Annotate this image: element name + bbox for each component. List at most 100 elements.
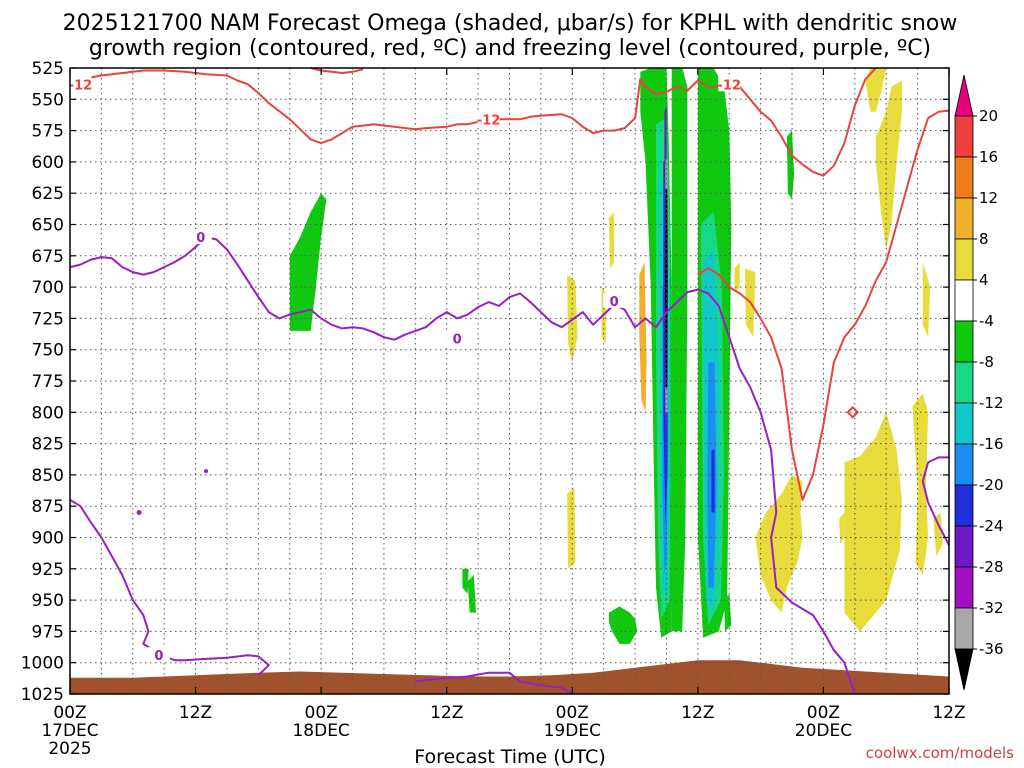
colorbar-swatch-4 bbox=[954, 238, 974, 281]
omega-shade-p4-23 bbox=[865, 68, 887, 112]
colorbar-label-5: -4 bbox=[979, 312, 994, 330]
colorbar-swatch-8 bbox=[954, 402, 974, 445]
colorbar-swatch-13 bbox=[954, 607, 974, 650]
contour-label-bg-dgz_-12C_upper-2 bbox=[718, 76, 741, 92]
y-tick-label-800: 800 bbox=[32, 403, 64, 423]
x-tick-date-0: 17DEC bbox=[41, 721, 98, 741]
colorbar-label-2: 12 bbox=[979, 189, 998, 207]
colorbar-label-3: 8 bbox=[979, 230, 989, 248]
omega-shade-p4-25 bbox=[844, 412, 902, 632]
colorbar-label-9: -20 bbox=[979, 476, 1004, 494]
x-tick-time-60: 12Z bbox=[681, 703, 714, 723]
colorbar-swatch-1 bbox=[954, 115, 974, 158]
colorbar-swatch-5 bbox=[954, 279, 974, 322]
omega-shade-n4-30 bbox=[467, 575, 476, 613]
x-tick-date-72: 20DEC bbox=[795, 721, 852, 741]
x-tick-year-0: 2025 bbox=[48, 739, 91, 759]
colorbar-swatch-14 bbox=[954, 648, 974, 691]
contour-label-freezing_0C_lower_left-0: 0 bbox=[154, 649, 163, 664]
contour-freezing_0C_lower_left bbox=[69, 499, 270, 676]
y-tick-label-700: 700 bbox=[32, 278, 64, 298]
omega-shade-n20-11 bbox=[711, 449, 715, 513]
y-tick-label-925: 925 bbox=[32, 560, 64, 580]
y-tick-label-550: 550 bbox=[32, 90, 64, 110]
x-tick-date-48: 19DEC bbox=[544, 721, 601, 741]
y-tick-label-975: 975 bbox=[32, 622, 64, 642]
y-tick-label-900: 900 bbox=[32, 529, 64, 549]
y-axis: 525 550 575 600 625 650 675 700 725 750 775 800 825 8… bbox=[21, 59, 949, 705]
x-axis-label: Forecast Time (UTC) bbox=[414, 746, 605, 768]
colorbar-swatch-0 bbox=[954, 74, 974, 117]
contour-dgz_-12C_top_left_fragment bbox=[310, 67, 364, 74]
colorbar-swatch-6 bbox=[954, 320, 974, 363]
x-tick-time-12: 12Z bbox=[179, 703, 212, 723]
colorbar-label-13: -36 bbox=[979, 640, 1004, 658]
x-tick-time-36: 12Z bbox=[430, 703, 463, 723]
y-tick-label-850: 850 bbox=[32, 466, 64, 486]
colorbar-swatch-11 bbox=[954, 525, 974, 568]
omega-shade-p4-24 bbox=[922, 262, 931, 338]
colorbar-label-12: -32 bbox=[979, 599, 1004, 617]
contour-label-bg-dgz_-12C_upper-1 bbox=[477, 111, 500, 127]
colorbar: 20 16 12 8 4 -4 -8 -12 -16 -20 -24 -28 -32 -36 bbox=[954, 74, 1004, 691]
colorbar-label-1: 16 bbox=[979, 148, 998, 166]
contour-freezing_0C_upper bbox=[69, 236, 856, 695]
contour-dgz_-12C_upper bbox=[69, 67, 877, 177]
omega-shading-layer bbox=[289, 68, 943, 644]
y-tick-label-825: 825 bbox=[32, 435, 64, 455]
y-tick-label-675: 675 bbox=[32, 247, 64, 267]
omega-shade-n4-32 bbox=[608, 606, 638, 644]
x-tick-time-72: 00Z bbox=[807, 703, 840, 723]
colorbar-label-0: 20 bbox=[979, 107, 998, 125]
omega-shade-p4-20 bbox=[734, 262, 740, 294]
contour-freezing_0C_lower_mid bbox=[415, 671, 573, 695]
colorbar-label-7: -12 bbox=[979, 394, 1004, 412]
omega-shade-p4-27 bbox=[933, 512, 943, 557]
omega-shade-n4-33 bbox=[786, 130, 795, 200]
omega-shade-p8-13 bbox=[639, 262, 647, 413]
colorbar-swatch-3 bbox=[954, 197, 974, 240]
contour-label-bg-freezing_0C_upper-2 bbox=[603, 292, 626, 308]
omega-shade-p4-22 bbox=[875, 80, 902, 250]
contour-label-freezing_0C_upper-2: 0 bbox=[610, 295, 619, 310]
contour-label-freezing_0C_upper-0: 0 bbox=[196, 231, 205, 246]
colorbar-swatch-7 bbox=[954, 361, 974, 404]
y-tick-label-1025: 1025 bbox=[21, 685, 64, 705]
x-tick-date-24: 18DEC bbox=[292, 721, 349, 741]
omega-shade-n4-0 bbox=[289, 193, 327, 331]
contour-freezing-dot-b bbox=[136, 509, 142, 515]
y-tick-label-875: 875 bbox=[32, 497, 64, 517]
colorbar-label-10: -24 bbox=[979, 517, 1004, 535]
y-tick-label-600: 600 bbox=[32, 153, 64, 173]
contour-layer: -12 -12 -12 0 0 0 0 bbox=[69, 67, 950, 695]
omega-shade-n4-31 bbox=[462, 568, 469, 594]
chart-title-line1: 2025121700 NAM Forecast Omega (shaded, μ… bbox=[63, 11, 958, 36]
y-tick-label-525: 525 bbox=[32, 59, 64, 79]
colorbar-label-4: 4 bbox=[979, 271, 989, 289]
omega-shade-n4-34 bbox=[724, 593, 732, 632]
colorbar-swatch-9 bbox=[954, 443, 974, 486]
x-tick-time-48: 00Z bbox=[556, 703, 589, 723]
grid-layer bbox=[70, 68, 949, 694]
contour-label-bg-freezing_0C_upper-1 bbox=[446, 330, 469, 346]
contour-label-dgz_-12C_upper-0: -12 bbox=[69, 78, 93, 93]
contour-label-bg-dgz_-12C_upper-0 bbox=[69, 76, 92, 92]
contour-freezing-dot-a bbox=[204, 469, 209, 474]
y-tick-label-1000: 1000 bbox=[21, 654, 64, 674]
plot-frame bbox=[69, 67, 950, 695]
y-tick-label-725: 725 bbox=[32, 309, 64, 329]
omega-shade-p4-28 bbox=[755, 474, 803, 613]
x-tick-time-24: 00Z bbox=[305, 703, 338, 723]
x-tick-time-84: 12Z bbox=[932, 703, 965, 723]
omega-shade-p4-29 bbox=[839, 512, 845, 544]
y-tick-label-750: 750 bbox=[32, 341, 64, 361]
colorbar-swatch-2 bbox=[954, 156, 974, 199]
colorbar-label-8: -16 bbox=[979, 435, 1004, 453]
omega-shade-p4-26 bbox=[912, 393, 929, 576]
contour-label-dgz_-12C_upper-2: -12 bbox=[718, 78, 742, 93]
credit-text: coolwx.com/models bbox=[866, 744, 1014, 762]
y-tick-label-950: 950 bbox=[32, 591, 64, 611]
y-tick-label-575: 575 bbox=[32, 122, 64, 142]
